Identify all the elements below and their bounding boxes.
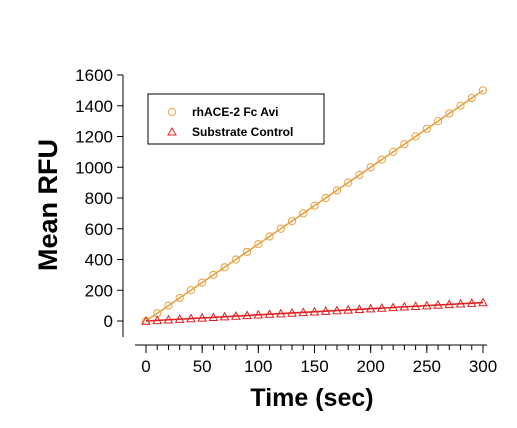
data-points bbox=[141, 86, 488, 326]
point-substrate-control bbox=[253, 309, 264, 319]
point-substrate-control bbox=[466, 298, 477, 307]
y-axis-title: Mean RFU bbox=[33, 139, 63, 271]
point-rhace2 bbox=[243, 247, 252, 256]
point-rhace2 bbox=[389, 147, 398, 156]
point-rhace2 bbox=[209, 270, 218, 279]
point-rhace2 bbox=[332, 186, 342, 195]
y-tick-label: 800 bbox=[85, 189, 113, 208]
point-substrate-control bbox=[197, 312, 208, 322]
point-rhace2 bbox=[186, 286, 196, 295]
point-rhace2 bbox=[344, 178, 353, 187]
x-tick-label: 100 bbox=[244, 357, 272, 376]
point-substrate-control bbox=[332, 305, 342, 315]
point-substrate-control bbox=[174, 314, 185, 323]
point-rhace2 bbox=[467, 93, 476, 103]
x-tick-label: 250 bbox=[413, 357, 441, 376]
point-rhace2 bbox=[400, 140, 409, 149]
point-substrate-control bbox=[152, 315, 163, 325]
point-rhace2 bbox=[198, 278, 207, 287]
y-tick-label: 400 bbox=[85, 251, 113, 270]
legend-label-substrate-control: Substrate Control bbox=[192, 125, 293, 139]
point-rhace2 bbox=[433, 117, 443, 126]
x-tick-label: 300 bbox=[469, 357, 497, 376]
x-tick-label: 50 bbox=[193, 357, 212, 376]
fit-line-1 bbox=[145, 301, 484, 322]
point-substrate-control bbox=[388, 302, 398, 312]
point-rhace2 bbox=[445, 109, 454, 118]
point-substrate-control bbox=[455, 298, 466, 308]
point-substrate-control bbox=[275, 308, 286, 318]
y-axis-ticks: 0 200 400 600 800 1000 1200 1400 1600 bbox=[75, 66, 123, 331]
point-substrate-control bbox=[444, 299, 455, 309]
point-rhace2 bbox=[299, 209, 308, 218]
fit-line-0 bbox=[145, 89, 484, 322]
x-axis-title: Time (sec) bbox=[250, 384, 373, 412]
point-rhace2 bbox=[366, 163, 375, 172]
y-tick-label: 600 bbox=[85, 220, 113, 239]
point-substrate-control bbox=[354, 304, 365, 314]
point-substrate-control bbox=[309, 306, 320, 316]
legend-marker-rhace2 bbox=[167, 107, 177, 117]
x-tick-label: 200 bbox=[356, 357, 384, 376]
point-substrate-control bbox=[208, 312, 219, 322]
point-substrate-control bbox=[343, 304, 354, 314]
point-rhace2 bbox=[310, 201, 319, 210]
point-rhace2 bbox=[321, 193, 330, 203]
point-substrate-control bbox=[298, 307, 309, 317]
point-rhace2 bbox=[287, 216, 297, 226]
y-tick-label: 0 bbox=[104, 312, 113, 331]
point-rhace2 bbox=[422, 124, 431, 133]
point-rhace2 bbox=[231, 255, 240, 264]
legend-marker-substrate-control bbox=[167, 126, 177, 136]
y-tick-label: 1200 bbox=[75, 128, 113, 147]
x-tick-label: 0 bbox=[141, 357, 150, 376]
y-tick-label: 1400 bbox=[75, 97, 113, 116]
point-rhace2 bbox=[220, 263, 229, 272]
point-rhace2 bbox=[377, 155, 386, 164]
point-substrate-control bbox=[399, 301, 410, 311]
point-rhace2 bbox=[265, 232, 274, 241]
point-substrate-control bbox=[186, 313, 196, 323]
point-substrate-control bbox=[365, 303, 376, 313]
point-substrate-control bbox=[231, 311, 241, 320]
point-substrate-control bbox=[410, 301, 421, 310]
y-tick-label: 1000 bbox=[75, 158, 113, 177]
point-substrate-control bbox=[478, 297, 488, 307]
point-rhace2 bbox=[254, 240, 263, 249]
fit-lines bbox=[145, 89, 484, 322]
point-rhace2 bbox=[355, 170, 364, 180]
point-substrate-control bbox=[163, 314, 174, 324]
point-rhace2 bbox=[456, 101, 465, 110]
point-rhace2 bbox=[478, 86, 488, 95]
x-tick-label: 150 bbox=[300, 357, 328, 376]
point-substrate-control bbox=[320, 306, 331, 315]
legend-label-rhace2: rhACE-2 Fc Avi bbox=[192, 105, 278, 119]
legend-box bbox=[147, 93, 325, 145]
point-substrate-control bbox=[264, 309, 275, 318]
point-substrate-control bbox=[141, 315, 151, 325]
point-rhace2 bbox=[164, 301, 173, 310]
point-substrate-control bbox=[377, 303, 387, 312]
point-substrate-control bbox=[433, 299, 443, 309]
point-rhace2 bbox=[276, 224, 285, 233]
y-tick-label: 200 bbox=[85, 281, 113, 300]
y-tick-label: 1600 bbox=[75, 66, 113, 85]
x-axis-ticks: 0 50 100 150 200 250 300 bbox=[141, 345, 497, 376]
legend: rhACE-2 Fc Avi Substrate Control bbox=[147, 93, 325, 145]
point-rhace2 bbox=[411, 132, 420, 141]
point-rhace2 bbox=[175, 293, 184, 303]
point-substrate-control bbox=[287, 307, 297, 317]
point-substrate-control bbox=[242, 310, 252, 320]
point-substrate-control bbox=[421, 300, 432, 310]
point-substrate-control bbox=[219, 311, 230, 321]
